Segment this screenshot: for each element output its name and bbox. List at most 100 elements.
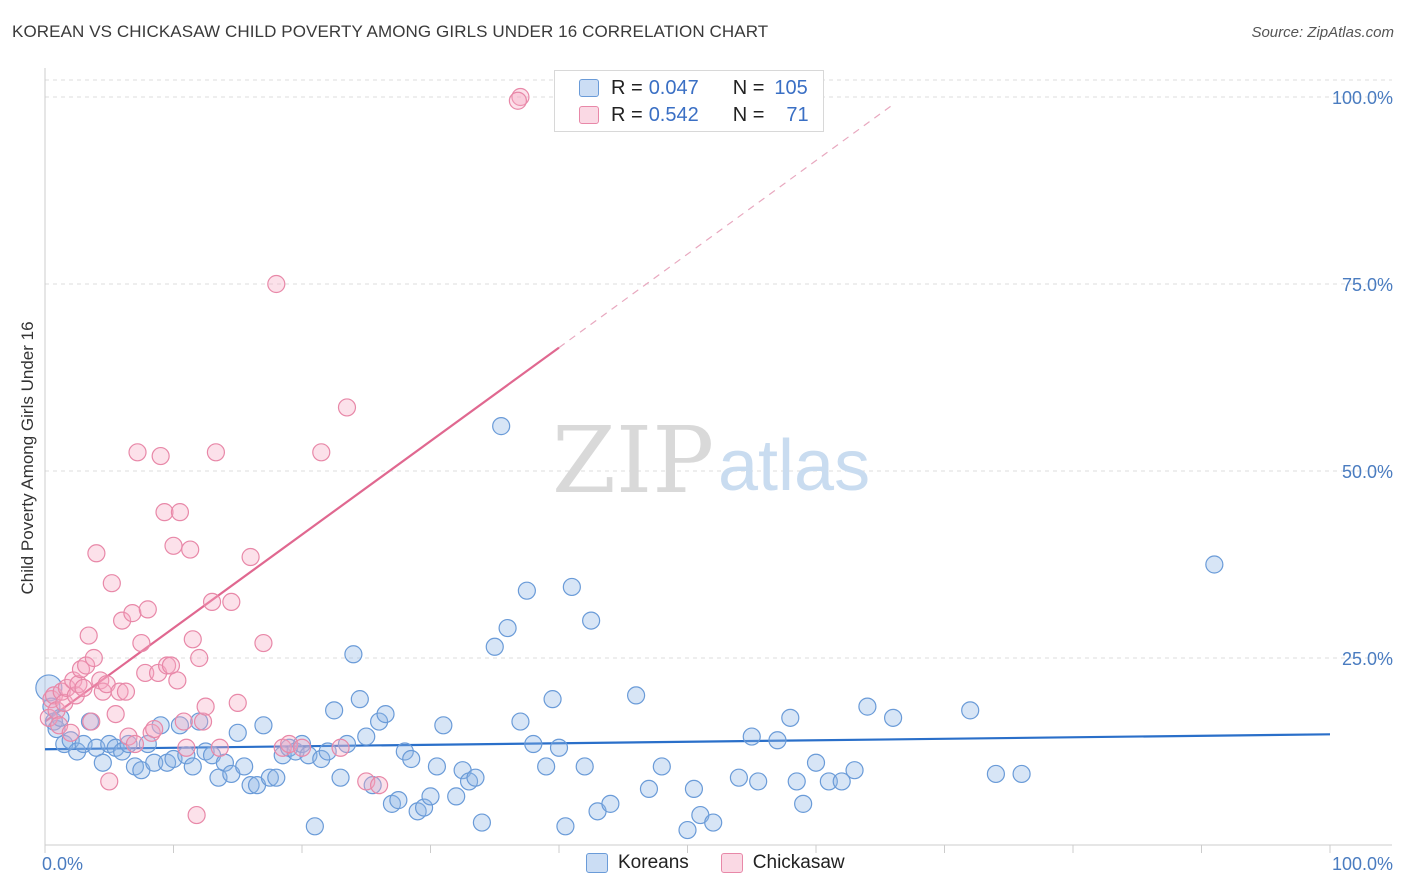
point-chickasaw xyxy=(370,776,389,795)
point-korean xyxy=(883,708,903,727)
chart-title: KOREAN VS CHICKASAW CHILD POVERTY AMONG … xyxy=(12,22,769,41)
trend-line-koreans xyxy=(44,733,1331,751)
point-korean xyxy=(325,701,344,720)
legend-r-label: R = xyxy=(611,76,643,99)
legend-r-value: 0.542 xyxy=(648,103,699,126)
trend-lines xyxy=(44,103,1331,751)
point-chickasaw xyxy=(145,719,164,739)
series-legend-koreans: Koreans xyxy=(586,852,689,874)
point-korean xyxy=(537,757,556,776)
watermark-zip: ZIP xyxy=(552,407,714,514)
legend-row-koreans: R = 0.047 N = 105 xyxy=(579,76,808,100)
tick-labels: 25.0% 50.0% 75.0% 100.0% 0.0% 100.0% xyxy=(42,88,1393,874)
point-korean xyxy=(684,779,704,799)
point-korean xyxy=(986,764,1006,784)
point-korean xyxy=(177,746,196,765)
point-chickasaw xyxy=(74,678,93,698)
point-chickasaw xyxy=(210,738,229,757)
series-legend-chickasaw: Chickasaw xyxy=(720,852,845,874)
point-korean xyxy=(228,723,247,742)
point-korean xyxy=(305,817,324,836)
point-korean xyxy=(93,753,112,772)
point-chickasaw xyxy=(87,544,106,563)
point-chickasaw xyxy=(508,91,527,110)
point-korean xyxy=(427,757,447,776)
point-korean xyxy=(260,768,279,787)
point-korean xyxy=(549,738,569,757)
point-chickasaw xyxy=(110,682,129,701)
point-korean xyxy=(370,712,389,731)
trend-line-chickasaw xyxy=(44,346,560,723)
point-korean xyxy=(434,716,453,735)
point-korean xyxy=(819,772,838,791)
point-chickasaw xyxy=(177,738,196,757)
point-korean xyxy=(704,813,723,832)
point-chickasaw xyxy=(170,503,190,522)
point-korean xyxy=(414,798,434,817)
point-chickasaw xyxy=(112,611,132,630)
point-korean xyxy=(626,686,646,705)
point-chickasaw xyxy=(190,648,209,668)
y-tick-label: 50.0% xyxy=(1342,462,1393,482)
point-korean xyxy=(742,727,761,746)
point-chickasaw xyxy=(128,443,147,462)
point-chickasaw xyxy=(164,536,183,555)
point-chickasaw xyxy=(138,600,157,619)
legend-n-value: 71 xyxy=(786,103,809,126)
point-chickasaw xyxy=(183,630,202,649)
point-korean xyxy=(254,716,273,735)
point-chickasaw xyxy=(312,443,331,462)
point-korean xyxy=(781,708,800,727)
point-korean xyxy=(389,791,408,810)
correlation-legend: R = 0.047 N = 105 R = 0.542 N = 71 xyxy=(554,70,824,132)
legend-swatch-koreans xyxy=(579,79,599,97)
point-korean xyxy=(485,637,504,656)
point-korean xyxy=(794,794,813,813)
point-chickasaw xyxy=(181,540,200,559)
point-chickasaw xyxy=(331,738,350,757)
point-korean xyxy=(395,742,414,761)
point-chickasaw xyxy=(254,633,273,653)
points-chickasaw xyxy=(39,87,530,825)
point-chickasaw xyxy=(77,656,96,675)
point-korean xyxy=(524,734,543,754)
point-chickasaw xyxy=(337,398,357,417)
series-label-koreans: Koreans xyxy=(618,852,689,873)
point-chickasaw xyxy=(100,772,119,791)
series-swatch-koreans xyxy=(586,853,608,873)
point-korean xyxy=(749,772,768,791)
point-korean xyxy=(1205,555,1224,574)
point-korean xyxy=(806,753,826,772)
point-korean xyxy=(845,761,864,780)
legend-n-label: N = xyxy=(732,76,765,99)
point-chickasaw xyxy=(202,592,222,612)
point-korean xyxy=(357,727,376,746)
point-korean xyxy=(511,712,530,731)
point-korean xyxy=(543,690,562,709)
point-korean xyxy=(498,618,517,638)
x-tick-label: 0.0% xyxy=(42,854,83,874)
point-korean xyxy=(241,776,260,795)
point-korean xyxy=(235,757,254,776)
point-korean xyxy=(858,697,877,716)
point-chickasaw xyxy=(151,446,170,466)
series-swatch-chickasaw xyxy=(720,853,743,873)
point-korean xyxy=(402,749,421,769)
point-korean xyxy=(190,712,209,731)
point-korean xyxy=(517,581,536,600)
y-tick-label: 25.0% xyxy=(1342,649,1393,669)
point-korean xyxy=(119,734,138,754)
point-korean xyxy=(575,757,594,776)
source-label: Source: ZipAtlas.com xyxy=(1251,24,1394,41)
legend-n-value: 105 xyxy=(774,76,808,99)
point-korean xyxy=(652,757,671,776)
point-korean xyxy=(678,820,697,840)
point-chickasaw xyxy=(157,656,177,675)
point-korean xyxy=(729,768,749,787)
point-korean xyxy=(601,794,620,813)
legend-r-label: R = xyxy=(611,103,643,126)
point-korean xyxy=(376,704,395,724)
point-chickasaw xyxy=(241,547,260,567)
trend-extension-chickasaw xyxy=(558,103,894,349)
